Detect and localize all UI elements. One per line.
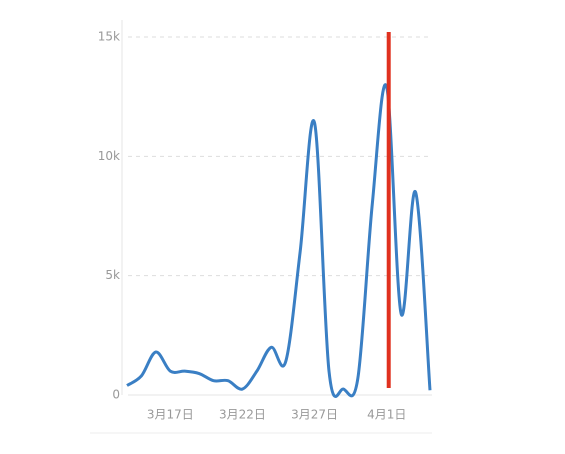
x-tick-label: 3月22日 [219,408,266,422]
y-tick-label: 0 [112,388,120,402]
x-tick-label: 3月27日 [291,408,338,422]
y-tick-label: 5k [105,268,120,282]
y-tick-label: 10k [98,149,120,163]
line [126,83,432,398]
x-tick-label: 4月1日 [367,408,406,422]
y-tick-label: 15k [98,30,120,44]
x-tick-label: 3月17日 [147,408,194,422]
